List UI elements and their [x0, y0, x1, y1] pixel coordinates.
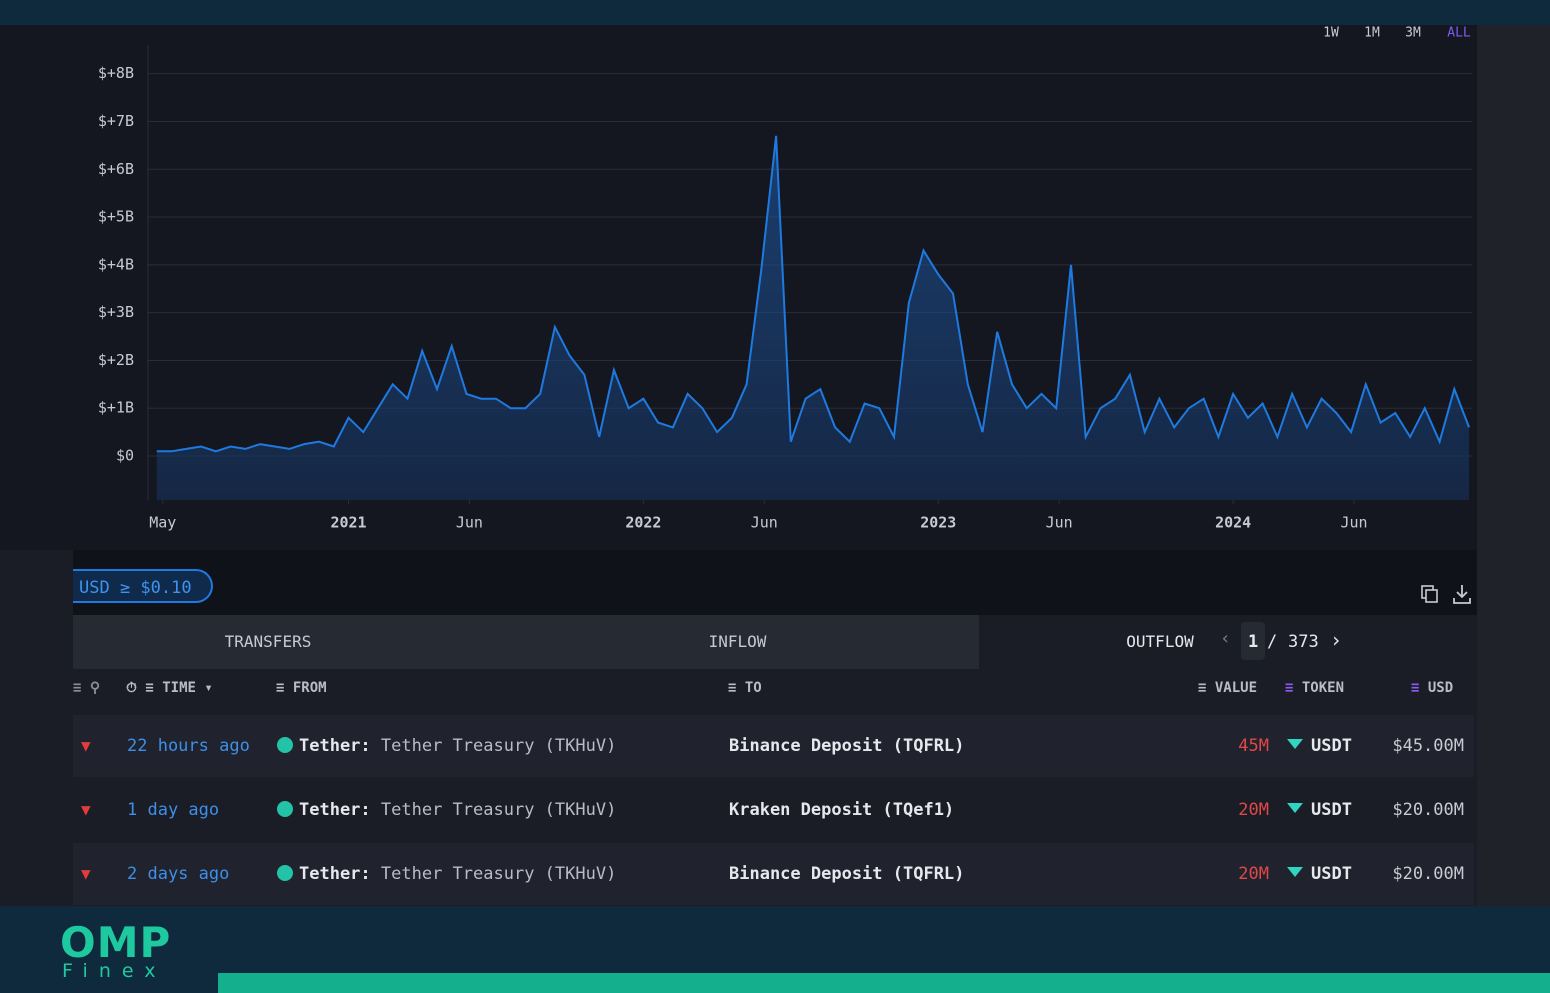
filter-chip[interactable]: USD ≥ $0.10: [73, 569, 213, 603]
x-tick-label: May: [149, 514, 176, 532]
token-icon: [1287, 867, 1303, 877]
header-label: TOKEN: [1301, 680, 1345, 696]
from-name: Tether Treasury (TKHuV): [380, 864, 617, 884]
token-cell: USDT: [1287, 715, 1352, 777]
y-tick-label: $+4B: [98, 255, 134, 273]
time-link[interactable]: 22 hours ago: [127, 736, 250, 756]
token-icon: [1287, 803, 1303, 813]
area: [156, 135, 1470, 501]
from-name: Tether Treasury (TKHuV): [380, 736, 617, 756]
from-cell: Tether: Tether Treasury (TKHuV): [277, 843, 616, 905]
y-tick-label: $+3B: [98, 303, 134, 321]
footer-bar: [218, 973, 1550, 993]
header-label: VALUE: [1214, 680, 1258, 696]
usd-cell: $20.00M: [1392, 800, 1464, 820]
header-label: TIME: [162, 680, 196, 696]
page-sep: /: [1267, 632, 1278, 652]
token-name: USDT: [1311, 800, 1352, 820]
y-tick-label: $+2B: [98, 351, 134, 369]
tab[interactable]: TRANSFERS: [224, 632, 312, 651]
y-tick-label: $+6B: [98, 160, 134, 178]
from-name: Tether Treasury (TKHuV): [380, 800, 617, 820]
token-cell: USDT: [1287, 843, 1352, 905]
tab[interactable]: INFLOW: [708, 632, 767, 651]
x-tick-label: 2022: [625, 514, 661, 532]
export-icons[interactable]: [1420, 583, 1476, 607]
outflow-icon: ▼: [81, 736, 91, 755]
to-cell: Binance Deposit (TQFRL): [729, 864, 965, 884]
from-cell: Tether: Tether Treasury (TKHuV): [277, 779, 616, 841]
range-button[interactable]: 3M: [1405, 26, 1421, 41]
to-cell: Kraken Deposit (TQef1): [729, 800, 955, 820]
outflow-icon: ▼: [81, 864, 91, 883]
table-row: ▼ 2 days ago Tether: Tether Treasury (TKHu…: [73, 843, 1474, 905]
token-icon: [1287, 739, 1303, 749]
usd-cell: $20.00M: [1392, 864, 1464, 884]
y-tick-label: $+7B: [98, 112, 134, 130]
page-box: [1241, 622, 1265, 660]
from-entity: Tether:: [299, 864, 371, 884]
header-label: USD: [1427, 680, 1454, 696]
header-token[interactable]: ≡ TOKEN: [1285, 680, 1345, 696]
from-entity: Tether:: [299, 800, 371, 820]
logo-sub: Finex: [62, 960, 167, 982]
value-cell: 20M: [1238, 864, 1269, 884]
page-total: 373: [1288, 632, 1319, 652]
prev-page[interactable]: ‹: [1220, 628, 1231, 649]
y-tick-label: $+8B: [98, 64, 134, 82]
header-usd[interactable]: ≡ USD: [1411, 680, 1454, 696]
x-tick-label: Jun: [1046, 514, 1073, 532]
from-cell: Tether: Tether Treasury (TKHuV): [277, 715, 616, 777]
range-button[interactable]: ALL: [1447, 26, 1471, 41]
entity-icon: [277, 865, 293, 881]
header-to[interactable]: ≡ TO: [728, 680, 762, 696]
header-label: FROM: [292, 680, 327, 696]
next-page[interactable]: ›: [1330, 628, 1343, 652]
x-tick-label: 2023: [920, 514, 956, 532]
outflow-icon: ▼: [81, 800, 91, 819]
value-cell: 20M: [1238, 800, 1269, 820]
side-panel: [1477, 25, 1550, 906]
logo-brand: OMP: [60, 918, 172, 967]
tab-active[interactable]: OUTFLOW: [1126, 632, 1194, 651]
header-from[interactable]: ≡ FROM: [276, 680, 327, 696]
page-number: 1: [1248, 632, 1259, 652]
from-entity: Tether:: [299, 736, 371, 756]
usd-cell: $45.00M: [1392, 736, 1464, 756]
time-link[interactable]: 1 day ago: [127, 800, 220, 820]
table-row: ▼ 1 day ago Tether: Tether Treasury (TKHuV…: [73, 779, 1474, 841]
filter-bar: [73, 550, 1477, 615]
y-tick-label: $+5B: [98, 208, 134, 226]
entity-icon: [277, 737, 293, 753]
header-time[interactable]: ⏱ ≡ TIME ▾: [126, 680, 213, 696]
token-name: USDT: [1311, 864, 1352, 884]
header-value[interactable]: ≡ VALUE: [1198, 680, 1258, 696]
y-tick-label: $0: [116, 447, 134, 465]
range-button[interactable]: 1M: [1364, 26, 1380, 41]
to-cell: Binance Deposit (TQFRL): [729, 736, 965, 756]
token-cell: USDT: [1287, 779, 1352, 841]
range-button[interactable]: 1W: [1323, 26, 1339, 41]
entity-icon: [277, 801, 293, 817]
token-name: USDT: [1311, 736, 1352, 756]
x-tick-label: 2024: [1215, 514, 1251, 532]
tab-active-bg: [979, 615, 1477, 669]
time-link[interactable]: 2 days ago: [127, 864, 230, 884]
tab-bar: [73, 615, 979, 669]
table-header: [73, 669, 1477, 715]
y-tick-label: $+1B: [98, 399, 134, 417]
line: [156, 135, 1471, 453]
table-row: ▼ 22 hours ago Tether: Tether Treasury (TK…: [73, 715, 1474, 777]
value-cell: 45M: [1238, 736, 1269, 756]
header-label: TO: [744, 680, 762, 696]
chart: $0 $+1B $+2B $+3B $+4B $+5B $+6B $+7B $+8B May 202…: [0, 25, 1477, 550]
x-tick-label: Jun: [456, 514, 483, 532]
x-tick-label: 2021: [330, 514, 366, 532]
x-tick-label: Jun: [1341, 514, 1368, 532]
header-icons: ≡ ⚲: [73, 680, 101, 696]
top-bar: [0, 0, 1550, 25]
x-tick-label: Jun: [751, 514, 778, 532]
